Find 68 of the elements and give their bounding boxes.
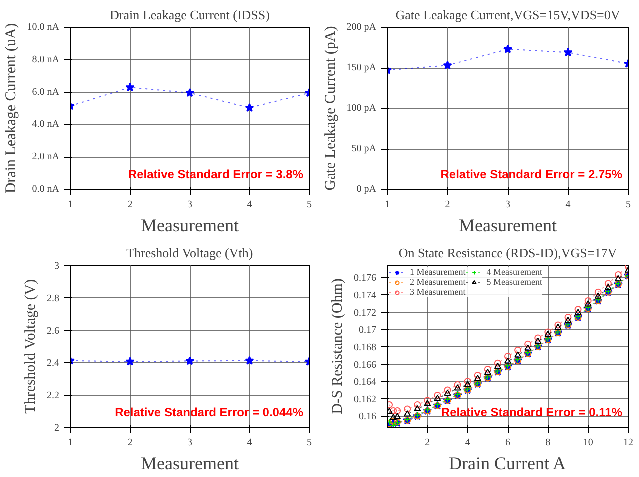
y-axis-title: Threshold Voltage (V) (23, 279, 39, 414)
y-tick-label: 0.176 (354, 273, 376, 284)
x-tick-label: 3 (188, 200, 192, 210)
y-tick-label: 4.0 nA (32, 119, 60, 130)
chart-title: Gate Leakage Current,VGS=15V,VDS=0V (396, 8, 621, 22)
y-tick-label: 100 pA (346, 103, 378, 114)
y-tick-label: 150 pA (346, 62, 378, 74)
y-tick-label: 50 pA (352, 144, 378, 154)
annotation: Relative Standard Error = 0.044% (115, 406, 304, 420)
x-tick-label: 12 (624, 438, 634, 448)
x-tick-label: 3 (506, 200, 510, 210)
x-tick-label: 4 (566, 200, 571, 210)
x-tick-label: 6 (506, 438, 510, 448)
y-tick-label: 2.4 (47, 358, 60, 370)
x-tick-label: 8 (546, 438, 551, 448)
chart-title: Threshold Voltage (Vth) (126, 246, 254, 260)
x-tick-label: 2 (445, 200, 450, 210)
y-tick-label: 0.172 (354, 308, 376, 319)
x-tick-label: 2 (128, 200, 133, 210)
legend-label: 2 Measurement (410, 277, 466, 287)
y-tick-label: 0.16 (359, 412, 376, 423)
x-axis-title: Measurement (141, 216, 239, 236)
legend-label: 1 Measurement (410, 267, 466, 277)
y-tick-label: 2.6 (47, 326, 60, 337)
y-tick-label: 3 (54, 261, 60, 272)
y-tick-label: 10.0 nA (27, 22, 60, 33)
chart-title: On State Resistance (RDS-ID),VGS=17V (398, 246, 618, 260)
y-tick-label: 6.0 nA (32, 86, 60, 98)
x-tick-label: 5 (626, 200, 631, 210)
x-axis-title: Measurement (141, 454, 239, 474)
y-tick-label: 0.174 (354, 290, 376, 302)
x-tick-label: 4 (465, 438, 470, 448)
x-tick-label: 5 (307, 438, 312, 448)
annotation: Relative Standard Error = 0.11% (441, 406, 623, 420)
x-tick-label: 4 (247, 438, 252, 448)
y-tick-label: 0.164 (354, 377, 376, 388)
legend-label: 4 Measurement (486, 267, 542, 277)
y-tick-label: 2.8 (47, 293, 60, 304)
y-axis-title: Gate Leakage Current (pA) (322, 26, 339, 191)
x-tick-label: 2 (128, 438, 133, 448)
y-tick-label: 200 pA (346, 22, 378, 33)
x-tick-label: 4 (247, 200, 252, 210)
annotation: Relative Standard Error = 2.75% (440, 168, 623, 182)
y-tick-label: 0.166 (354, 360, 376, 371)
y-tick-label: 2 (54, 423, 60, 434)
annotation: Relative Standard Error = 3.8% (128, 168, 304, 182)
x-tick-label: 5 (307, 200, 312, 210)
y-tick-label: 0.0 nA (32, 184, 60, 195)
y-axis-title: Drain Leakage Current (uA) (3, 23, 20, 194)
x-tick-label: 10 (583, 438, 594, 448)
y-tick-label: 0 pA (356, 184, 378, 195)
y-tick-label: 0.17 (359, 325, 376, 336)
x-tick-label: 1 (68, 200, 73, 210)
legend-label: 5 Measurement (486, 277, 542, 287)
y-tick-label: 0.162 (354, 394, 376, 406)
x-axis-title: Measurement (459, 216, 557, 236)
x-tick-label: 1 (385, 200, 390, 210)
y-tick-label: 8.0 nA (32, 54, 60, 66)
x-axis-title: Drain Current A (449, 454, 566, 474)
x-tick-label: 3 (188, 438, 192, 448)
y-axis-title: D-S Resistance (Ohm) (330, 278, 346, 414)
x-tick-label: 1 (68, 438, 73, 448)
y-tick-label: 2.2 (47, 390, 60, 402)
x-tick-label: 2 (425, 438, 430, 448)
y-tick-label: 2.0 nA (32, 152, 60, 163)
chart-title: Drain Leakage Current (IDSS) (110, 8, 270, 22)
legend-label: 3 Measurement (410, 287, 466, 297)
y-tick-label: 0.168 (354, 342, 376, 354)
